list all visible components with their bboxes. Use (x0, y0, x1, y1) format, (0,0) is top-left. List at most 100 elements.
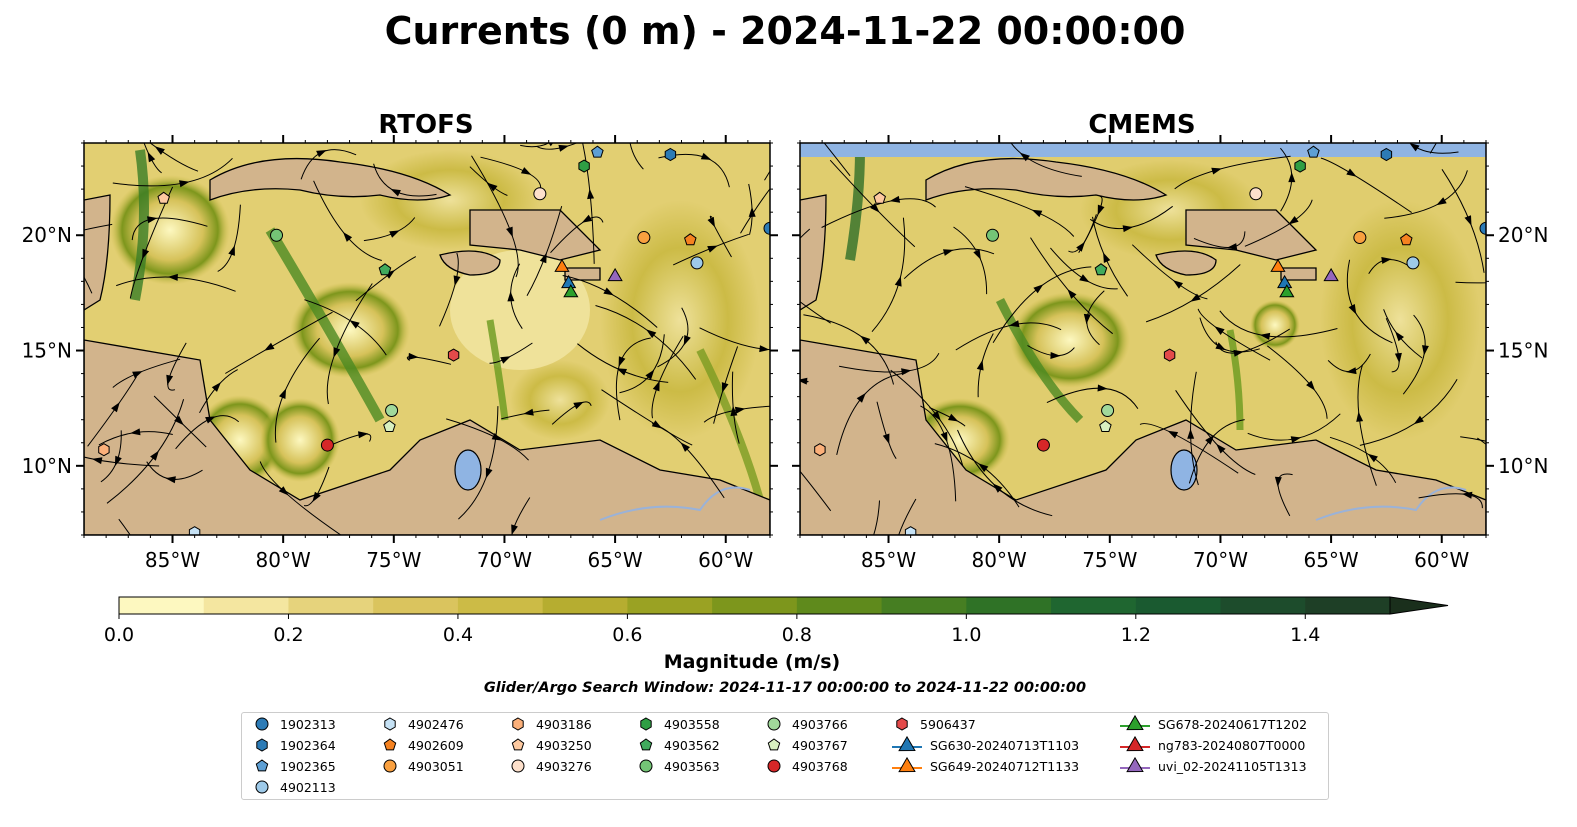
marker-SG630-20240713T1103 (561, 274, 577, 289)
streamline-arrow (1215, 342, 1226, 351)
colorbar-segment (627, 597, 713, 614)
cmems-frame (799, 142, 1487, 536)
marker-4902476 (904, 526, 917, 535)
marker-uvi_02-20241105T1313 (607, 267, 623, 282)
colorbar-segment (796, 597, 883, 614)
streamline-arrow (130, 428, 141, 436)
marker-4902609 (1400, 233, 1413, 246)
colorbar-tick-label: 0.8 (782, 624, 812, 646)
legend-hexagon-icon (896, 717, 908, 731)
legend-marker (898, 757, 916, 773)
streamline-arrow (211, 382, 221, 392)
x-tick-label: 65°W (1303, 548, 1358, 572)
marker-4903186 (814, 443, 826, 457)
streamline-arrow (1395, 331, 1404, 342)
streamline-arrow (165, 476, 176, 484)
streamline-arrow (316, 150, 327, 158)
legend-hexagon-icon (512, 717, 524, 731)
streamline-arrow (500, 356, 511, 364)
cmems-streamlines (800, 117, 1486, 535)
streamline-arrow (523, 408, 534, 416)
legend-pentagon-icon (255, 759, 269, 772)
streamline-arrow (683, 335, 691, 346)
marker-4903563 (986, 228, 1000, 242)
colorbar-segment (712, 597, 798, 614)
streamline-arrow (882, 433, 890, 445)
marker-4903276 (533, 187, 547, 201)
legend-label: 4902476 (408, 716, 464, 732)
legend-label: 4903051 (408, 758, 464, 774)
legend-marker (511, 738, 525, 751)
legend-item: SG649-20240712T1133 (892, 757, 1079, 775)
streamline-arrow (1167, 430, 1179, 439)
legend-marker (767, 738, 781, 751)
yucatan-landmass (84, 194, 111, 311)
streamline-arrow (948, 413, 959, 422)
colorbar-segment (1135, 597, 1222, 614)
streamline-arrow (894, 276, 902, 287)
streamline-arrow (803, 117, 812, 127)
marker-4902113 (690, 256, 704, 270)
x-tick-label: 60°W (698, 548, 753, 572)
colorbar-segment (1220, 597, 1306, 614)
cmems-land (800, 157, 1486, 535)
streamline-arrow (312, 491, 321, 503)
x-tick-label: 80°W (256, 548, 311, 572)
x-tick-label: 65°W (587, 548, 642, 572)
marker-4902113 (1406, 256, 1420, 270)
streamline-arrow (1259, 332, 1271, 340)
streamline-arrow (389, 230, 400, 238)
marker-4903767 (1099, 419, 1112, 432)
marker-4903767 (383, 419, 396, 432)
streamline-arrow (700, 152, 712, 160)
legend-hexagon-icon (256, 738, 268, 752)
streamline (1455, 281, 1486, 284)
streamline-arrow (1097, 384, 1108, 392)
rtofs-frame (83, 142, 771, 536)
streamline-arrow (91, 457, 103, 465)
x-tick-label: 75°W (1082, 548, 1137, 572)
legend-label: 1902365 (280, 758, 336, 774)
streamline-arrow (358, 431, 369, 439)
panel-title-cmems: CMEMS (1088, 110, 1195, 140)
streamline-arrow (1216, 443, 1226, 454)
streamline-arrow (1122, 225, 1133, 233)
streamline-arrow (1083, 313, 1091, 325)
streamline-arrow (775, 171, 784, 181)
streamline-arrow (487, 182, 498, 192)
x-tick-label: 85°W (861, 548, 916, 572)
marker-4903558 (578, 159, 590, 173)
legend-pentagon-icon (383, 738, 397, 751)
legend-triangle-icon (1120, 715, 1150, 731)
streamline-arrow (1413, 415, 1424, 425)
streamline-arrow (174, 415, 184, 426)
streamline-arrow (114, 455, 122, 467)
y-tick-label-left: 20°N (22, 223, 72, 247)
hispaniola-landmass (469, 209, 602, 261)
streamline-arrow (1079, 274, 1090, 283)
streamline-arrow (748, 206, 756, 217)
marker-4903768 (1036, 438, 1050, 452)
streamline-arrow (1436, 197, 1447, 206)
marker-4903766 (385, 403, 399, 417)
y-tick-label-right: 15°N (1498, 339, 1548, 363)
legend-item: 4902113 (252, 778, 336, 796)
marker-5906437 (447, 348, 460, 362)
streamline-arrow (228, 245, 235, 256)
legend-label: 5906437 (920, 716, 976, 732)
streamline-arrow (1348, 304, 1357, 315)
legend-marker (898, 736, 916, 752)
puerto-rico-landmass (1280, 267, 1317, 281)
marker-5906437 (1163, 348, 1176, 362)
legend-marker (639, 738, 653, 751)
streamline-arrow (860, 335, 871, 345)
streamline (740, 188, 770, 234)
legend-marker (255, 780, 269, 794)
marker-SG678-20240617T1202 (563, 284, 579, 298)
streamline (84, 276, 93, 294)
streamline-arrow (1211, 167, 1222, 175)
legend-marker (767, 717, 781, 731)
streamline-arrow (390, 188, 401, 197)
streamline-arrow (343, 232, 353, 242)
rtofs-land (84, 157, 770, 535)
